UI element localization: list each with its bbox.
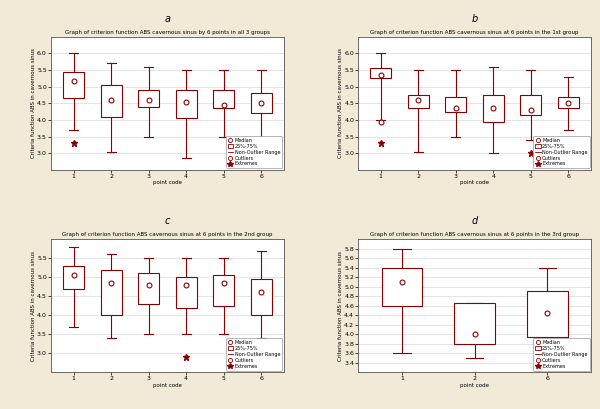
Legend: Median, 25%-75%, Non-Outlier Range, Outliers, Extremes: Median, 25%-75%, Non-Outlier Range, Outl… (226, 338, 283, 371)
Y-axis label: Criteria function ABS in cavernous sinus: Criteria function ABS in cavernous sinus (338, 48, 343, 158)
Bar (408, 95, 429, 108)
Legend: Median, 25%-75%, Non-Outlier Range, Outliers, Extremes: Median, 25%-75%, Non-Outlier Range, Outl… (533, 338, 590, 371)
Bar (101, 85, 122, 117)
Y-axis label: Criteria function ABS in cavernous sinus: Criteria function ABS in cavernous sinus (31, 251, 35, 361)
Bar (176, 277, 197, 308)
Title: Graph of criterion function ABS cavernous sinus by 6 points in all 3 groups: Graph of criterion function ABS cavernou… (65, 30, 270, 35)
Bar (445, 97, 466, 112)
Y-axis label: Criteria function ABS in cavernous sinus: Criteria function ABS in cavernous sinus (31, 48, 35, 158)
Title: Graph of criterion function ABS cavernous sinus at 6 points in the 3rd group: Graph of criterion function ABS cavernou… (370, 232, 579, 237)
Bar (382, 267, 422, 306)
Bar (454, 303, 495, 344)
Bar (251, 279, 272, 315)
Bar (63, 72, 84, 98)
Bar (138, 90, 159, 107)
X-axis label: point code: point code (153, 180, 182, 185)
X-axis label: point code: point code (460, 383, 489, 388)
Bar (213, 90, 234, 108)
Text: a: a (164, 13, 170, 23)
Bar (63, 266, 84, 288)
Text: c: c (164, 216, 170, 226)
Bar (558, 97, 579, 108)
Bar (520, 95, 541, 115)
Bar (101, 270, 122, 315)
Bar (138, 273, 159, 304)
X-axis label: point code: point code (153, 383, 182, 388)
Y-axis label: Criteria function ABS in cavernous sinus: Criteria function ABS in cavernous sinus (338, 251, 343, 361)
Bar (370, 68, 391, 79)
Legend: Median, 25%-75%, Non-Outlier Range, Outliers, Extremes: Median, 25%-75%, Non-Outlier Range, Outl… (226, 136, 283, 169)
Title: Graph of criterion function ABS cavernous sinus at 6 points in the 1st group: Graph of criterion function ABS cavernou… (370, 30, 579, 35)
Bar (176, 90, 197, 118)
Bar (527, 291, 568, 337)
X-axis label: point code: point code (460, 180, 489, 185)
Text: d: d (472, 216, 478, 226)
Legend: Median, 25%-75%, Non-Outlier Range, Outliers, Extremes: Median, 25%-75%, Non-Outlier Range, Outl… (533, 136, 590, 169)
Bar (213, 275, 234, 306)
Bar (483, 95, 504, 121)
Title: Graph of criterion function ABS cavernous sinus at 6 points in the 2nd group: Graph of criterion function ABS cavernou… (62, 232, 272, 237)
Text: b: b (472, 13, 478, 23)
Bar (251, 93, 272, 113)
